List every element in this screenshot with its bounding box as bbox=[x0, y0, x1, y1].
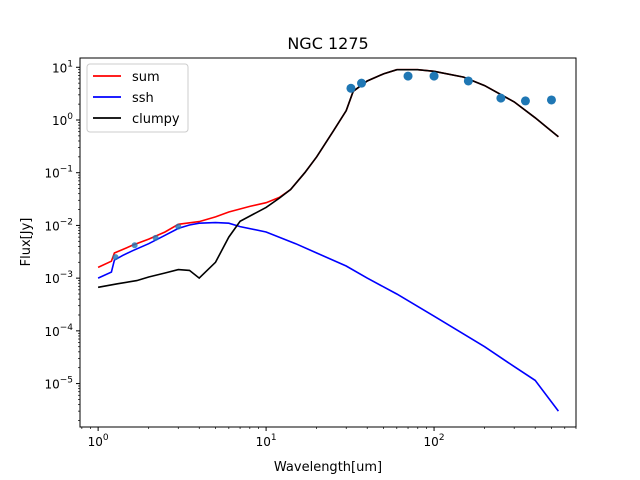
data-point bbox=[346, 83, 356, 93]
y-tick-label: 10−3 bbox=[44, 270, 73, 286]
nir-photometry-point bbox=[152, 234, 159, 241]
x-tick-label: 102 bbox=[424, 433, 445, 449]
x-axis-label: Wavelength[um] bbox=[274, 460, 382, 475]
axes-frame bbox=[79, 57, 577, 428]
x-tick-label: 100 bbox=[88, 433, 109, 449]
y-tick-label: 100 bbox=[52, 112, 73, 128]
chart-title: NGC 1275 bbox=[287, 34, 368, 53]
y-axis-label: Flux[Jy] bbox=[19, 218, 34, 267]
axis-ticks: 100 101 102 10−5 10−4 10−3 10−2 10−1 100 101 bbox=[44, 59, 577, 449]
legend-label-ssh: ssh bbox=[132, 91, 154, 106]
nir-photometry-point bbox=[112, 254, 119, 261]
y-tick-label: 10−1 bbox=[44, 165, 73, 181]
data-point bbox=[429, 71, 439, 81]
nir-photometry-point bbox=[131, 242, 138, 249]
y-tick-label: 101 bbox=[52, 59, 73, 75]
plot-area bbox=[97, 68, 560, 412]
data-point bbox=[520, 96, 530, 106]
legend: sum ssh clumpy bbox=[86, 63, 189, 133]
y-tick-label: 10−5 bbox=[44, 376, 73, 392]
legend-label-clumpy: clumpy bbox=[132, 112, 180, 127]
data-point bbox=[403, 71, 413, 81]
data-point bbox=[496, 93, 506, 103]
x-tick-label: 101 bbox=[256, 433, 277, 449]
legend-label-sum: sum bbox=[132, 70, 160, 85]
data-point bbox=[546, 95, 556, 105]
series-line-ssh bbox=[97, 221, 560, 412]
legend-box bbox=[86, 63, 189, 133]
data-point bbox=[463, 76, 473, 86]
y-tick-label: 10−4 bbox=[44, 323, 73, 339]
y-tick-label: 10−2 bbox=[44, 217, 73, 233]
data-point bbox=[357, 78, 367, 88]
series-line-clumpy bbox=[97, 68, 559, 289]
nir-photometry-point bbox=[175, 223, 182, 230]
